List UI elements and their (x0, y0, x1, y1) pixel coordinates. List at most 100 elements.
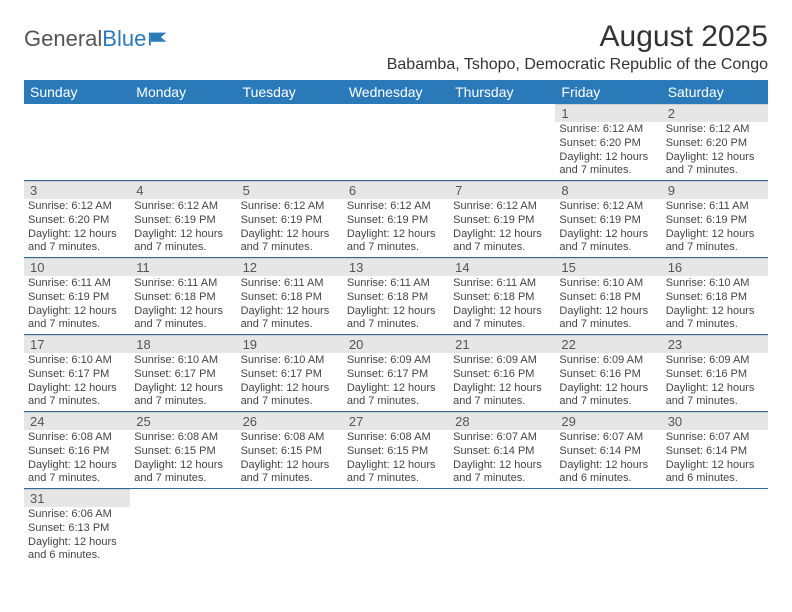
day-number: 9 (662, 181, 768, 199)
col-tuesday: Tuesday (237, 80, 343, 104)
daylight-text-2: and 7 minutes. (241, 241, 339, 255)
day-cell: 12Sunrise: 6:11 AMSunset: 6:18 PMDayligh… (237, 258, 343, 335)
day-cell (662, 489, 768, 566)
sunset-text: Sunset: 6:20 PM (559, 137, 657, 151)
day-number: 21 (449, 335, 555, 353)
day-body: Sunrise: 6:12 AMSunset: 6:19 PMDaylight:… (555, 199, 661, 257)
day-cell: 13Sunrise: 6:11 AMSunset: 6:18 PMDayligh… (343, 258, 449, 335)
daylight-text-2: and 7 minutes. (453, 395, 551, 409)
daylight-text-2: and 7 minutes. (453, 241, 551, 255)
sunset-text: Sunset: 6:16 PM (28, 445, 126, 459)
daylight-text-1: Daylight: 12 hours (559, 382, 657, 396)
daylight-text-2: and 6 minutes. (28, 549, 126, 563)
daylight-text-2: and 7 minutes. (134, 318, 232, 332)
day-body: Sunrise: 6:11 AMSunset: 6:18 PMDaylight:… (130, 276, 236, 334)
sunrise-text: Sunrise: 6:07 AM (559, 431, 657, 445)
sunset-text: Sunset: 6:18 PM (453, 291, 551, 305)
daylight-text-1: Daylight: 12 hours (241, 382, 339, 396)
daylight-text-1: Daylight: 12 hours (453, 305, 551, 319)
sunset-text: Sunset: 6:19 PM (666, 214, 764, 228)
sunrise-text: Sunrise: 6:10 AM (28, 354, 126, 368)
week-row: 10Sunrise: 6:11 AMSunset: 6:19 PMDayligh… (24, 258, 768, 335)
title-block: August 2025 Babamba, Tshopo, Democratic … (387, 20, 768, 74)
sunrise-text: Sunrise: 6:08 AM (347, 431, 445, 445)
sunrise-text: Sunrise: 6:12 AM (134, 200, 232, 214)
sunset-text: Sunset: 6:15 PM (347, 445, 445, 459)
daylight-text-1: Daylight: 12 hours (666, 305, 764, 319)
day-body: Sunrise: 6:07 AMSunset: 6:14 PMDaylight:… (662, 430, 768, 488)
daylight-text-1: Daylight: 12 hours (666, 151, 764, 165)
day-number: 28 (449, 412, 555, 430)
day-body: Sunrise: 6:08 AMSunset: 6:15 PMDaylight:… (237, 430, 343, 488)
sunrise-text: Sunrise: 6:08 AM (134, 431, 232, 445)
sunrise-text: Sunrise: 6:10 AM (559, 277, 657, 291)
daylight-text-1: Daylight: 12 hours (559, 305, 657, 319)
sunrise-text: Sunrise: 6:12 AM (28, 200, 126, 214)
sunrise-text: Sunrise: 6:09 AM (453, 354, 551, 368)
sunset-text: Sunset: 6:17 PM (134, 368, 232, 382)
day-cell: 16Sunrise: 6:10 AMSunset: 6:18 PMDayligh… (662, 258, 768, 335)
day-cell (130, 489, 236, 566)
daylight-text-2: and 7 minutes. (559, 164, 657, 178)
day-number: 5 (237, 181, 343, 199)
sunrise-text: Sunrise: 6:11 AM (28, 277, 126, 291)
week-row: 1Sunrise: 6:12 AMSunset: 6:20 PMDaylight… (24, 104, 768, 181)
day-cell (237, 489, 343, 566)
daylight-text-1: Daylight: 12 hours (347, 228, 445, 242)
day-cell: 18Sunrise: 6:10 AMSunset: 6:17 PMDayligh… (130, 335, 236, 412)
day-number: 18 (130, 335, 236, 353)
day-cell: 14Sunrise: 6:11 AMSunset: 6:18 PMDayligh… (449, 258, 555, 335)
sunrise-text: Sunrise: 6:07 AM (453, 431, 551, 445)
day-body: Sunrise: 6:10 AMSunset: 6:17 PMDaylight:… (24, 353, 130, 411)
sunrise-text: Sunrise: 6:09 AM (666, 354, 764, 368)
day-cell: 8Sunrise: 6:12 AMSunset: 6:19 PMDaylight… (555, 181, 661, 258)
daylight-text-1: Daylight: 12 hours (134, 228, 232, 242)
sunset-text: Sunset: 6:18 PM (134, 291, 232, 305)
daylight-text-2: and 6 minutes. (666, 472, 764, 486)
day-cell: 9Sunrise: 6:11 AMSunset: 6:19 PMDaylight… (662, 181, 768, 258)
daylight-text-1: Daylight: 12 hours (559, 151, 657, 165)
sunset-text: Sunset: 6:17 PM (347, 368, 445, 382)
sunset-text: Sunset: 6:18 PM (559, 291, 657, 305)
daylight-text-1: Daylight: 12 hours (347, 382, 445, 396)
col-monday: Monday (130, 80, 236, 104)
daylight-text-2: and 7 minutes. (453, 472, 551, 486)
sunrise-text: Sunrise: 6:09 AM (559, 354, 657, 368)
daylight-text-2: and 7 minutes. (241, 472, 339, 486)
day-body: Sunrise: 6:12 AMSunset: 6:20 PMDaylight:… (662, 122, 768, 180)
sunrise-text: Sunrise: 6:11 AM (347, 277, 445, 291)
day-cell (449, 489, 555, 566)
daylight-text-1: Daylight: 12 hours (453, 228, 551, 242)
day-number: 17 (24, 335, 130, 353)
day-body: Sunrise: 6:12 AMSunset: 6:20 PMDaylight:… (24, 199, 130, 257)
day-number: 16 (662, 258, 768, 276)
day-cell: 20Sunrise: 6:09 AMSunset: 6:17 PMDayligh… (343, 335, 449, 412)
sunset-text: Sunset: 6:14 PM (453, 445, 551, 459)
daylight-text-1: Daylight: 12 hours (28, 305, 126, 319)
day-body: Sunrise: 6:09 AMSunset: 6:17 PMDaylight:… (343, 353, 449, 411)
day-cell (343, 489, 449, 566)
daylight-text-1: Daylight: 12 hours (28, 459, 126, 473)
col-sunday: Sunday (24, 80, 130, 104)
day-cell (130, 104, 236, 181)
day-body: Sunrise: 6:10 AMSunset: 6:18 PMDaylight:… (555, 276, 661, 334)
day-cell: 21Sunrise: 6:09 AMSunset: 6:16 PMDayligh… (449, 335, 555, 412)
day-body: Sunrise: 6:10 AMSunset: 6:17 PMDaylight:… (237, 353, 343, 411)
day-cell (237, 104, 343, 181)
daylight-text-1: Daylight: 12 hours (134, 459, 232, 473)
sunrise-text: Sunrise: 6:12 AM (453, 200, 551, 214)
flag-icon (148, 30, 170, 48)
sunset-text: Sunset: 6:17 PM (241, 368, 339, 382)
day-number: 10 (24, 258, 130, 276)
logo-blue: Blue (102, 26, 146, 52)
sunset-text: Sunset: 6:18 PM (347, 291, 445, 305)
col-wednesday: Wednesday (343, 80, 449, 104)
day-number: 25 (130, 412, 236, 430)
sunrise-text: Sunrise: 6:09 AM (347, 354, 445, 368)
day-number: 26 (237, 412, 343, 430)
sunset-text: Sunset: 6:18 PM (666, 291, 764, 305)
day-cell: 4Sunrise: 6:12 AMSunset: 6:19 PMDaylight… (130, 181, 236, 258)
day-body: Sunrise: 6:11 AMSunset: 6:18 PMDaylight:… (343, 276, 449, 334)
daylight-text-2: and 7 minutes. (666, 241, 764, 255)
week-row: 3Sunrise: 6:12 AMSunset: 6:20 PMDaylight… (24, 181, 768, 258)
